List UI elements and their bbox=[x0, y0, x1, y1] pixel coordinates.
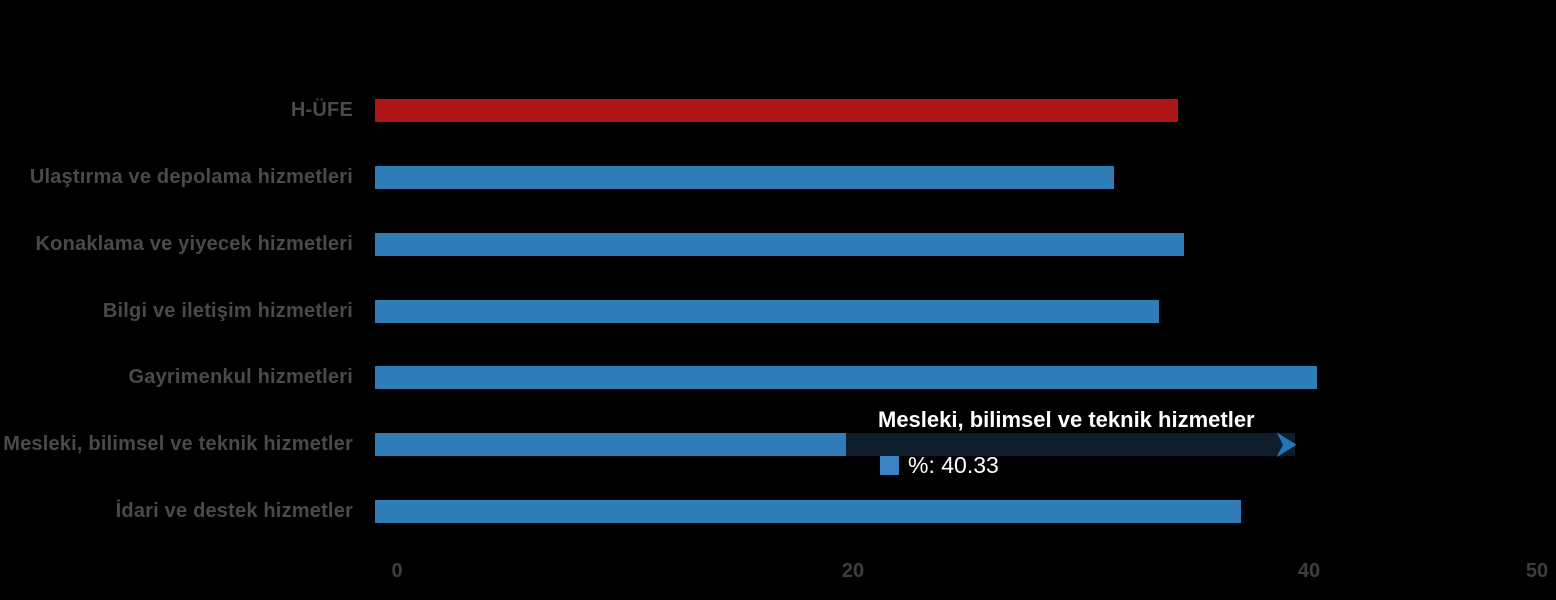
bar[interactable] bbox=[375, 299, 1160, 323]
bar-track bbox=[375, 432, 1515, 458]
bar[interactable] bbox=[375, 165, 1114, 189]
chart-row: Gayrimenkul hizmetleri bbox=[0, 344, 1556, 411]
x-axis: 0 20 40 50 bbox=[391, 560, 1548, 590]
category-label: İdari ve destek hizmetler bbox=[115, 500, 353, 523]
bar-track bbox=[375, 366, 1515, 390]
bar-track bbox=[375, 299, 1515, 323]
bar-track bbox=[375, 500, 1515, 524]
category-label: Ulaştırma ve depolama hizmetleri bbox=[29, 165, 353, 188]
tooltip-value-row: %: 40.33 bbox=[880, 452, 999, 479]
tooltip-shade-overlay bbox=[846, 433, 1295, 457]
bar[interactable] bbox=[375, 98, 1178, 122]
bar[interactable] bbox=[375, 500, 1242, 524]
bar[interactable] bbox=[375, 232, 1185, 256]
x-axis-tick-label: 20 bbox=[841, 560, 865, 582]
bar[interactable] bbox=[375, 432, 1297, 458]
bar-track bbox=[375, 165, 1515, 189]
tooltip-title: Mesleki, bilimsel ve teknik hizmetler bbox=[878, 407, 1255, 432]
chart-row: Bilgi ve iletişim hizmetleri bbox=[0, 278, 1556, 345]
x-axis-tick-label: 40 bbox=[1297, 560, 1321, 582]
category-label: Bilgi ve iletişim hizmetleri bbox=[102, 299, 353, 322]
bar-track bbox=[375, 98, 1515, 122]
category-label: H-ÜFE bbox=[290, 98, 353, 121]
chart-rows: H-ÜFE Ulaştırma ve depolama hizmetleri Kon… bbox=[0, 77, 1556, 545]
chart-row: İdari ve destek hizmetler bbox=[0, 478, 1556, 545]
chart-row: Konaklama ve yiyecek hizmetleri bbox=[0, 211, 1556, 278]
category-label: Konaklama ve yiyecek hizmetleri bbox=[35, 232, 353, 255]
x-axis-tick-label: 50 bbox=[1525, 560, 1549, 582]
category-label: Gayrimenkul hizmetleri bbox=[128, 366, 353, 389]
bar-track bbox=[375, 232, 1515, 256]
tooltip-series-swatch bbox=[880, 456, 899, 475]
x-axis-tick-label: 0 bbox=[391, 560, 403, 582]
tooltip-value-label: %: 40.33 bbox=[908, 452, 999, 478]
category-label: Mesleki, bilimsel ve teknik hizmetler bbox=[3, 433, 353, 456]
chart-row: Mesleki, bilimsel ve teknik hizmetler bbox=[0, 411, 1556, 478]
chart-row: Ulaştırma ve depolama hizmetleri bbox=[0, 144, 1556, 211]
chart-row: H-ÜFE bbox=[0, 77, 1556, 144]
bar[interactable] bbox=[375, 366, 1317, 390]
